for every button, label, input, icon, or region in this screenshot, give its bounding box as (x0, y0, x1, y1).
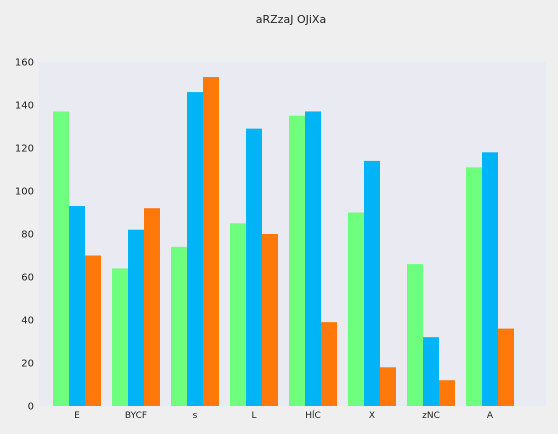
bar (53, 111, 69, 406)
bar (380, 367, 396, 406)
bar (69, 206, 85, 406)
bar (305, 111, 321, 406)
x-tick-label: E (74, 411, 80, 421)
y-tick-label: 120 (15, 144, 34, 155)
bar (321, 322, 337, 406)
bar (187, 92, 203, 406)
bar (348, 212, 364, 406)
bar (498, 328, 514, 406)
x-tick-label: X (369, 411, 375, 421)
bars (53, 77, 514, 407)
bar (128, 229, 144, 406)
bar (144, 208, 160, 406)
x-tick-label: A (487, 411, 494, 421)
bar (85, 255, 101, 406)
bar (289, 115, 305, 406)
x-tick-label: BYCF (125, 411, 147, 421)
bar (262, 234, 278, 406)
bar (423, 337, 439, 406)
x-tick-label: HĺC (305, 409, 321, 421)
y-tick-label: 20 (21, 359, 34, 370)
y-tick-label: 40 (21, 316, 34, 327)
y-tick-label: 80 (21, 230, 34, 241)
bar (364, 160, 380, 406)
chart-title: aRZzaJ OJiXa (256, 13, 326, 26)
y-tick-label: 140 (15, 101, 34, 112)
y-tick-label: 0 (28, 402, 34, 413)
bar (246, 128, 262, 406)
bar (112, 268, 128, 406)
y-axis: 0 20 40 60 80 100 120 140 160 (15, 58, 34, 413)
bar (482, 152, 498, 406)
x-tick-label: zNC (422, 411, 440, 421)
x-tick-label: L (251, 411, 256, 421)
bar (407, 264, 423, 406)
x-tick-label: s (193, 411, 198, 421)
y-tick-label: 100 (15, 187, 34, 198)
bar (203, 77, 219, 407)
bar (466, 167, 482, 406)
y-tick-label: 60 (21, 273, 34, 284)
bar (171, 246, 187, 406)
bar (439, 380, 455, 406)
y-tick-label: 160 (15, 58, 34, 69)
bar (230, 223, 246, 406)
